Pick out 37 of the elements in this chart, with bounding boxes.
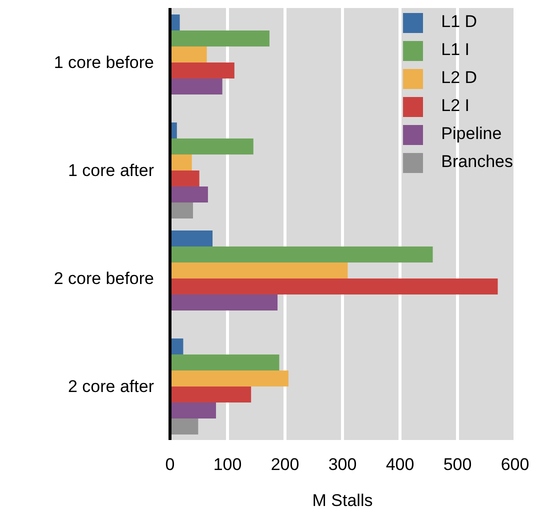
bar <box>170 418 198 434</box>
x-tick-label: 600 <box>500 455 530 474</box>
bar <box>170 170 200 186</box>
bar <box>170 386 252 402</box>
x-tick-label: 500 <box>443 455 472 474</box>
legend-label: L2 I <box>441 96 470 115</box>
bar <box>170 62 234 78</box>
bar <box>170 246 433 262</box>
x-axis-title: M Stalls <box>312 491 373 510</box>
legend-label: L1 D <box>441 12 478 31</box>
bar <box>170 78 222 94</box>
bar <box>170 202 193 218</box>
y-tick-label: 1 core after <box>68 161 154 180</box>
x-tick-label: 400 <box>386 455 414 474</box>
bar <box>170 154 192 170</box>
bar <box>170 262 348 278</box>
legend-label: Branches <box>441 152 513 171</box>
x-tick-label: 200 <box>270 455 300 474</box>
y-tick-label: 1 core before <box>54 53 154 72</box>
bar <box>170 402 216 418</box>
bar <box>170 46 207 62</box>
x-tick-label: 100 <box>213 455 242 474</box>
bar <box>170 354 280 370</box>
legend-label: Pipeline <box>441 124 502 143</box>
bar <box>170 186 208 202</box>
legend-label: L1 I <box>441 40 470 59</box>
bar <box>170 30 270 46</box>
x-tick-label: 0 <box>165 455 175 474</box>
bar <box>170 230 213 246</box>
bar <box>170 370 288 386</box>
y-tick-label: 2 core after <box>68 377 154 396</box>
bar <box>170 138 254 154</box>
bar <box>170 294 278 310</box>
x-tick-label: 300 <box>328 455 357 474</box>
y-tick-label: 2 core before <box>54 269 154 288</box>
bar <box>170 278 498 294</box>
legend-label: L2 D <box>441 68 478 87</box>
